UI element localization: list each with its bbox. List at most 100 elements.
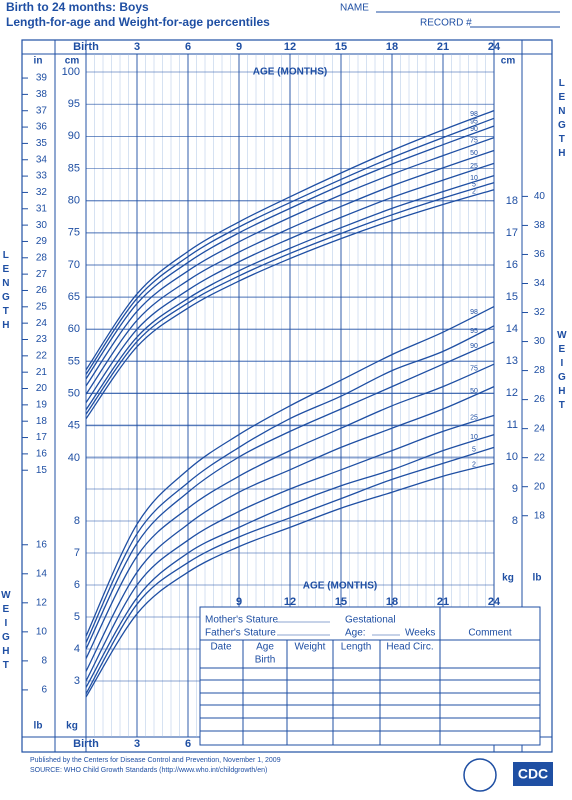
y-tick-label: 18 [506,195,518,207]
table-header: Head Circ. [386,642,433,653]
y2-tick-label: 34 [534,278,546,289]
y-tick-label: 8 [512,515,518,527]
percentile-curve [85,125,495,380]
unit-label: cm [501,56,516,67]
footer: Published by the Centers for Disease Con… [30,757,281,764]
y2-tick-label: 37 [36,105,48,116]
y2-tick-label: 12 [36,597,48,608]
y2-tick-label: 24 [534,423,546,434]
y-tick-label: 70 [68,259,80,271]
series-label: 2 [472,189,476,196]
y-tick-label: 14 [506,323,518,335]
y2-tick-label: 30 [534,336,546,347]
y2-tick-label: 23 [36,334,48,345]
percentile-curve [85,414,495,682]
y2-tick-label: 28 [36,252,48,263]
frame [21,39,553,753]
y-tick-label: 65 [68,291,80,303]
y2-tick-label: 22 [534,452,546,463]
y2-tick-label: 20 [534,481,546,492]
x-tick-label: 9 [236,596,242,608]
table-label: Weeks [405,628,435,639]
y-tick-label: 4 [74,643,80,655]
x-tick-label: 24 [488,596,501,608]
footer: SOURCE: WHO Child Growth Standards (http… [30,767,267,774]
y2-tick-label: 15 [36,465,48,476]
y2-tick-label: 18 [534,510,546,521]
x-tick-label: 9 [236,41,242,53]
y2-tick-label: 25 [36,301,48,312]
x-tick-label: 6 [185,738,191,750]
y2-tick-label: 29 [36,236,48,247]
y2-tick-label: 32 [36,187,48,198]
y-tick-label: 9 [512,483,518,495]
percentile-curve [85,149,495,395]
y2-tick-label: 19 [36,400,48,411]
y-tick-label: 75 [68,227,80,239]
cdc-logo [513,762,553,786]
y2-tick-label: 28 [534,365,546,376]
y-tick-label: 5 [74,611,80,623]
y2-tick-label: 18 [36,416,48,427]
y2-tick-label: 31 [36,203,48,214]
percentile-curve [85,446,495,695]
table-label: Father's Stature [205,628,276,639]
y2-tick-label: 22 [36,350,48,361]
y-tick-label: 12 [506,387,518,399]
percentile-curve [85,189,495,420]
y-tick-label: 100 [62,66,80,78]
y2-tick-label: 6 [41,685,47,696]
x-tick-label: 3 [134,41,140,53]
name-label: NAME [340,3,369,14]
percentile-curve [85,137,495,387]
percentile-curve [85,109,495,371]
series-label: 90 [470,343,478,350]
y2-tick-label: 36 [36,122,48,133]
percentile-curve [85,386,495,672]
percentile-curve [85,325,495,643]
y-tick-label: 55 [68,355,80,367]
y-tick-label: 90 [68,130,80,142]
y2-tick-label: 27 [36,269,48,280]
x-tick-label: Birth [73,41,99,53]
y-tick-label: 50 [68,388,80,400]
table-header: Length [341,642,372,653]
y2-tick-label: 33 [36,171,48,182]
y-tick-label: 40 [68,452,80,464]
record-table: Mother's Stature Father's Stature Gestat… [199,606,541,746]
percentile-curve [85,462,495,698]
side-label: WEIGHT [556,330,567,414]
x-tick-label: Birth [73,738,99,750]
y2-tick-label: 26 [36,285,48,296]
y-tick-label: 45 [68,420,80,432]
unit-label: in [34,56,43,67]
table-label: Mother's Stature [205,615,278,626]
y-tick-label: 95 [68,98,80,110]
y-tick-label: 80 [68,195,80,207]
table-label: Age: [345,628,366,639]
y2-tick-label: 30 [36,220,48,231]
series-label: 95 [470,119,478,126]
x-tick-label: 24 [488,41,501,53]
cdc-logo-text: CDC [518,766,548,782]
x-tick-label: 18 [386,41,398,53]
unit-label: kg [502,573,514,584]
y-tick-label: 8 [74,515,80,527]
series-label: 5 [472,447,476,454]
series-label: 10 [470,175,478,182]
percentile-curve [85,162,495,404]
x-axis-label: AGE (MONTHS) [303,581,377,592]
y-tick-label: 60 [68,323,80,335]
y-tick-label: 16 [506,259,518,271]
y2-tick-label: 8 [41,656,47,667]
y2-tick-label: 36 [534,249,546,260]
x-tick-label: 21 [437,41,449,53]
x-tick-label: 18 [386,596,398,608]
series-label: 90 [470,126,478,133]
side-label: WEIGHT [0,590,11,674]
y2-tick-label: 10 [36,626,48,637]
y-tick-label: 85 [68,162,80,174]
